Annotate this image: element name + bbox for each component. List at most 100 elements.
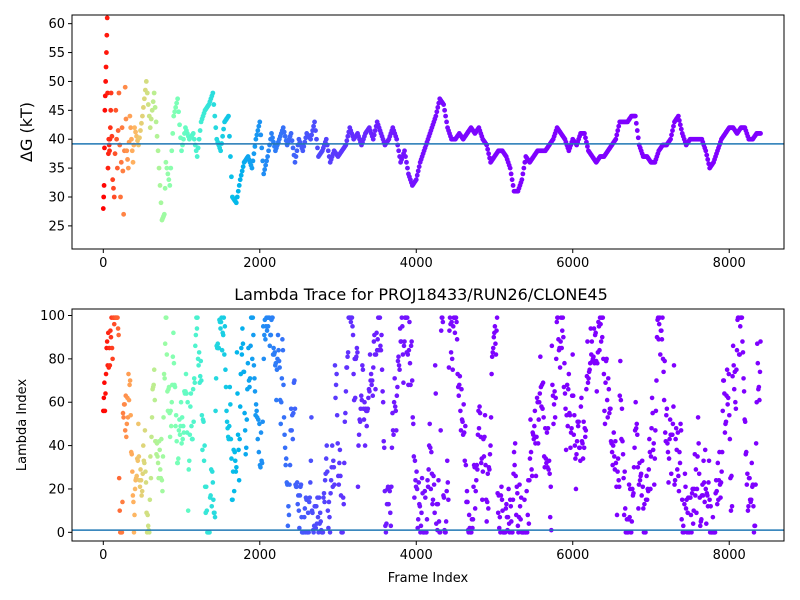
bottom-data-point [201, 419, 206, 425]
top-data-point [167, 183, 173, 188]
bottom-data-point [710, 514, 716, 520]
bottom-data-point [574, 451, 579, 457]
bottom-data-point [170, 354, 176, 360]
bottom-data-point [547, 514, 553, 520]
bottom-data-point [673, 425, 679, 431]
bottom-data-point [466, 512, 472, 518]
bottom-data-point [734, 347, 740, 353]
bottom-data-point [171, 330, 176, 336]
bottom-data-point [228, 402, 233, 407]
bottom-data-point [587, 367, 592, 373]
bottom-data-point [244, 417, 250, 422]
bottom-data-point [190, 436, 195, 442]
bottom-data-point [190, 386, 196, 392]
top-data-point [266, 148, 271, 154]
bottom-data-point [741, 389, 747, 394]
bottom-data-point [157, 467, 163, 472]
bottom-y-tick-label: 100 [40, 309, 65, 324]
bottom-data-point [278, 421, 284, 427]
bottom-data-point [222, 352, 227, 357]
bottom-data-point [399, 315, 405, 320]
bottom-data-point [102, 408, 108, 414]
bottom-data-point [375, 337, 380, 342]
bottom-data-point [143, 469, 148, 474]
top-data-point [444, 119, 449, 125]
top-data-point [616, 123, 622, 129]
bottom-data-point [415, 525, 420, 531]
bottom-data-point [529, 473, 535, 479]
bottom-data-point [598, 339, 604, 344]
bottom-data-point [240, 326, 245, 331]
bottom-data-point [412, 458, 418, 464]
top-data-point [370, 136, 376, 142]
bottom-data-point [317, 510, 323, 516]
bottom-data-point [464, 488, 470, 494]
bottom-data-point [696, 471, 702, 477]
bottom-data-point [178, 399, 184, 405]
top-data-point [140, 105, 146, 110]
bottom-data-point [424, 517, 430, 522]
bottom-data-point [607, 410, 612, 416]
bottom-data-point [131, 499, 136, 505]
bottom-data-point [633, 399, 638, 405]
bottom-data-point [564, 382, 570, 388]
top-data-point [120, 168, 126, 174]
bottom-data-point [674, 467, 680, 472]
bottom-data-point [449, 319, 454, 325]
bottom-data-point [147, 497, 153, 503]
bottom-data-point [671, 404, 676, 409]
bottom-data-point [328, 477, 334, 483]
bottom-chart-title: Lambda Trace for PROJ18433/RUN26/CLONE45 [234, 285, 608, 304]
bottom-data-point [392, 404, 398, 409]
bottom-data-point [265, 324, 271, 329]
bottom-data-point [540, 380, 546, 386]
bottom-y-tick-label: 60 [48, 396, 65, 411]
bottom-data-point [408, 382, 413, 388]
bottom-data-point [517, 504, 523, 509]
bottom-data-point [331, 464, 337, 470]
bottom-data-point [281, 382, 286, 388]
bottom-data-point [117, 508, 123, 513]
top-data-point [144, 90, 150, 96]
bottom-data-point [210, 480, 216, 485]
bottom-data-point [725, 395, 731, 401]
bottom-data-point [444, 488, 449, 494]
bottom-data-point [746, 504, 751, 509]
bottom-data-point [744, 482, 750, 487]
bottom-data-point [721, 378, 727, 383]
bottom-data-point [414, 486, 420, 492]
top-data-point [485, 146, 491, 152]
bottom-data-point [277, 365, 282, 370]
top-data-point [129, 136, 134, 142]
bottom-data-point [136, 421, 141, 427]
top-data-point [152, 105, 158, 110]
bottom-data-point [380, 399, 386, 405]
bottom-data-point [730, 343, 736, 349]
bottom-data-point [677, 449, 682, 455]
bottom-data-point [295, 501, 301, 507]
bottom-data-point [741, 376, 746, 381]
bottom-data-point [192, 380, 198, 386]
bottom-data-point [616, 484, 622, 490]
bottom-x-tick-label: 2000 [243, 548, 276, 563]
bottom-data-point [252, 389, 258, 394]
bottom-data-point [702, 499, 707, 505]
bottom-data-point [446, 365, 452, 370]
top-data-point [175, 96, 181, 102]
bottom-data-point [306, 499, 312, 505]
bottom-data-point [199, 378, 204, 383]
bottom-data-point [287, 482, 292, 487]
bottom-data-point [509, 519, 514, 524]
bottom-data-point [261, 356, 267, 362]
bottom-data-point [331, 458, 336, 464]
bottom-data-point [188, 404, 193, 409]
bottom-x-tick-label: 8000 [713, 548, 746, 563]
bottom-data-point [138, 467, 143, 472]
bottom-data-point [681, 523, 686, 529]
bottom-data-point [354, 354, 359, 360]
bottom-data-point [162, 341, 168, 346]
top-data-point [191, 136, 197, 142]
bottom-data-point [289, 428, 295, 433]
bottom-data-point [389, 484, 394, 490]
bottom-data-point [216, 345, 222, 351]
